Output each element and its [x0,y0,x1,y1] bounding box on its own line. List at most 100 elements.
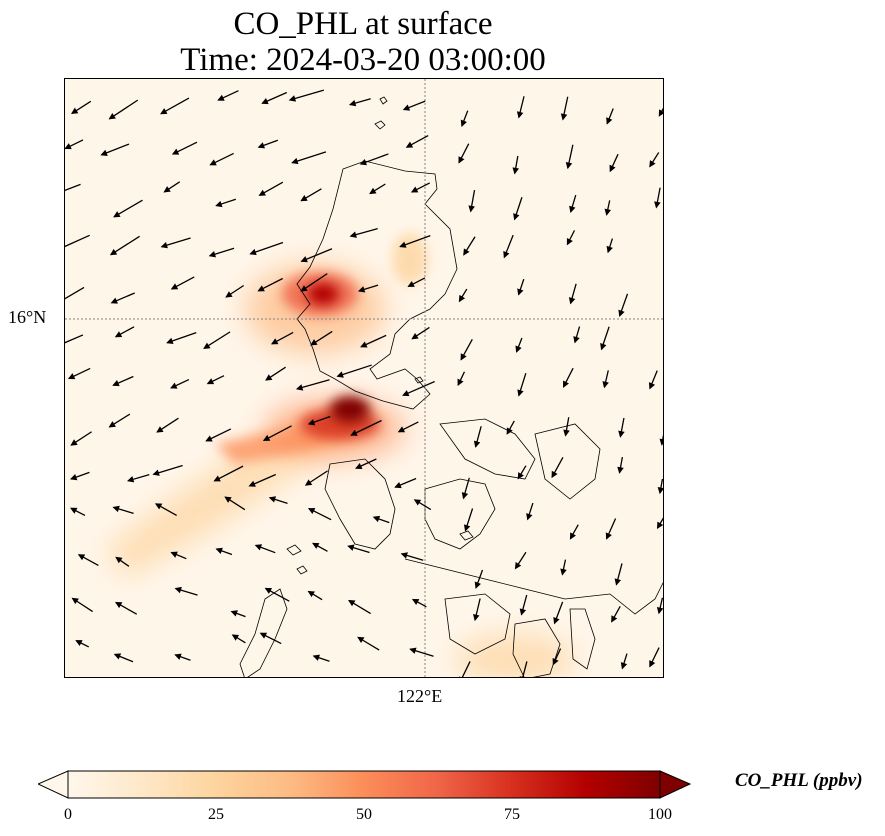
wind-arrow-head [110,297,118,304]
wind-arrow-head [517,472,524,480]
wind-arrow-head [602,381,609,389]
wind-arrow-head [205,435,213,442]
wind-arrow-head [163,186,171,193]
wind-arrow-head [160,241,168,249]
wind-arrow-head [517,288,524,296]
wind-arrow-head [573,336,580,344]
wind-arrow-head [563,380,569,388]
wind-arrow-head [65,143,72,150]
wind-arrow-head [304,479,313,486]
wind-arrow-head [70,507,78,514]
wind-arrow-head [126,476,135,483]
visayas-coastline-2 [439,418,536,480]
samar-coastline [534,423,601,500]
wind-arrow-shaft [292,151,327,164]
wind-arrow-head [512,167,519,175]
wind-arrow-head [307,590,315,598]
wind-arrow-head [113,653,122,660]
wind-arrow-head [399,241,407,248]
wind-arrow-head [474,581,481,589]
south-coastline [404,558,663,615]
wind-arrow-head [514,562,522,570]
wind-arrow-head [265,374,273,381]
wind-arrow-head [604,208,612,216]
wind-arrow-head [397,426,406,433]
wind-arrow-shaft [110,235,140,256]
wind-arrow-head [230,610,238,617]
wind-arrow-head [67,373,76,380]
wind-arrow-head [77,554,86,561]
wind-arrow-shaft [250,241,284,255]
cebu-coastline [569,608,596,670]
wind-arrow-head [71,107,79,115]
wind-arrow-head [348,99,357,107]
wind-arrow-head [468,205,475,213]
wind-arrow-head [656,607,663,615]
plume-mountain-patch [392,233,428,285]
wind-arrow-head [108,112,116,120]
wind-arrow-head [618,309,625,318]
wind-arrow-head [357,286,366,293]
wind-arrow-head [402,104,411,111]
wind-arrow-head [649,660,656,668]
wind-arrow-head [70,439,78,446]
wind-arrow-head [402,390,410,397]
wind-arrow-shaft [461,661,471,677]
wind-arrow-head [258,189,266,196]
colorbar-tick-75: 75 [504,806,520,823]
wind-arrow-head [170,283,179,290]
wind-arrow-head [262,434,271,441]
wind-arrow-head [359,159,367,166]
wind-arrow-head [75,640,83,647]
wind-arrow-head [565,161,573,170]
latitude-tick-label: 16°N [8,307,47,327]
wind-arrow-head [249,248,257,256]
wind-arrow-head [347,544,355,551]
wind-arrow-head [657,486,663,495]
wind-arrow-head [174,653,182,660]
wind-arrow-head [170,382,178,389]
wind-arrow-head [614,578,622,586]
wind-arrow-head [606,245,613,254]
wind-arrow-head [405,141,414,148]
wind-arrow-head [310,339,318,346]
wind-arrow-head [160,108,168,115]
wind-arrow-head [551,470,558,479]
wind-arrow-head [473,613,480,622]
wind-arrow-head [569,532,576,540]
wind-arrow-shaft [296,379,330,390]
wind-arrow-head [411,332,419,340]
wind-arrow-head [553,617,560,625]
wind-arrow-head [154,503,163,510]
wind-arrow-head [112,505,120,513]
luzon-coastline [296,160,458,410]
wind-arrow-head [654,201,661,209]
wind-arrow-shaft [65,183,81,192]
wind-arrow-head [174,586,182,594]
colorbar-tick-50: 50 [356,806,372,823]
wind-arrow-head [71,597,79,605]
visayas-coastline-1 [424,478,496,550]
wind-arrow-head [407,280,415,287]
panay-coastline [444,593,511,655]
wind-arrow-head [566,237,573,246]
wind-arrow-head [611,615,618,623]
plot-title-line1: CO_PHL at surface [233,6,493,42]
wind-arrow-head [458,156,465,164]
wind-arrow-head [248,480,256,487]
wind-arrow-head [460,119,467,127]
negros-coastline [512,618,561,677]
wind-arrow-head [264,587,273,594]
wind-arrow-head [300,194,308,202]
plume-central-core [330,396,370,422]
plot-title-line2: Time: 2024-03-20 03:00:00 [180,42,546,78]
wind-arrow-head [360,341,368,348]
wind-arrow-head [291,157,299,165]
wind-arrow-head [166,337,174,345]
wind-arrow-shaft [65,234,90,248]
wind-arrow-head [215,547,223,554]
wind-arrow-head [113,211,121,218]
wind-arrow-head [215,200,223,208]
wind-arrow-head [217,94,225,101]
wind-arrow-head [400,552,408,559]
